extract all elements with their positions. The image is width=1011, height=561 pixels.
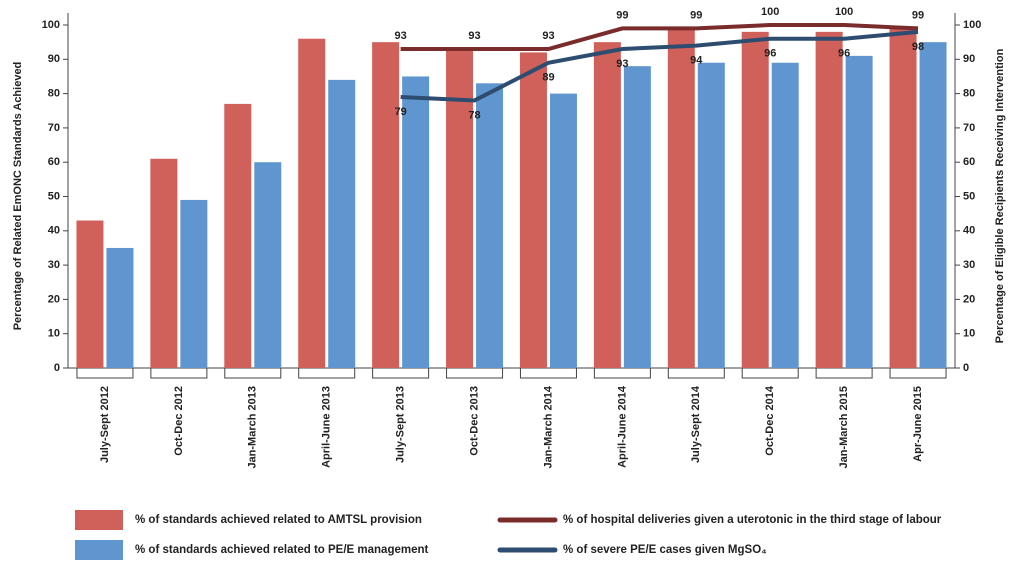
legend-label: % of hospital deliveries given a uteroto…: [563, 514, 942, 526]
data-label: 78: [468, 109, 480, 121]
data-label: 100: [835, 6, 853, 18]
y2-tick-label: 90: [963, 53, 975, 65]
category-bracket: [519, 368, 577, 379]
bar: [106, 247, 134, 368]
y-tick-label: 80: [48, 88, 60, 100]
category-bracket: [76, 368, 134, 379]
x-tick-label: April-June 2014: [616, 385, 628, 468]
bar: [549, 93, 577, 368]
y-tick-label: 30: [48, 259, 60, 271]
y-tick-label: 70: [48, 122, 60, 134]
category-bracket: [446, 368, 504, 379]
bar: [224, 103, 252, 368]
data-label: 96: [838, 48, 850, 60]
y-tick-label: 90: [48, 53, 60, 65]
x-tick-label: Jan-March 2014: [542, 385, 554, 468]
bar: [298, 38, 326, 368]
legend-swatch: [75, 510, 123, 530]
data-label: 93: [395, 30, 407, 42]
bar: [919, 42, 947, 369]
legend: % of standards achieved related to AMTSL…: [75, 510, 942, 560]
bar: [476, 83, 504, 368]
x-tick-label: Oct-Dec 2013: [468, 386, 480, 456]
x-tick-label: July-Sept 2014: [690, 385, 702, 463]
category-bracket: [667, 368, 725, 379]
y2-tick-label: 100: [963, 19, 981, 31]
y-tick-label: 100: [42, 19, 60, 31]
bar: [328, 79, 356, 368]
bar: [254, 162, 282, 368]
y2-tick-label: 0: [963, 362, 969, 374]
data-label: 96: [764, 48, 776, 60]
bar: [845, 55, 873, 369]
data-label: 93: [616, 58, 628, 70]
y2-tick-label: 40: [963, 225, 975, 237]
bar: [697, 62, 725, 368]
category-bracket: [298, 368, 356, 379]
y-tick-label: 20: [48, 293, 60, 305]
data-label: 89: [542, 72, 554, 84]
data-label: 79: [395, 106, 407, 118]
category-bracket: [889, 368, 947, 379]
data-label: 93: [542, 30, 554, 42]
bar: [446, 49, 474, 368]
data-label: 99: [912, 9, 924, 21]
x-tick-label: Jan-March 2015: [838, 386, 850, 469]
y2-tick-label: 70: [963, 122, 975, 134]
data-label: 93: [468, 30, 480, 42]
legend-swatch: [75, 540, 123, 560]
y-axis-title: Percentage of Related EmONC Standards Ac…: [12, 62, 24, 331]
bar: [667, 28, 695, 369]
y2-tick-label: 10: [963, 328, 975, 340]
legend-label: % of standards achieved related to PE/E …: [135, 544, 429, 556]
x-tick-label: July-Sept 2013: [395, 386, 407, 463]
y2-tick-label: 80: [963, 88, 975, 100]
line: [400, 23, 919, 52]
data-label: 98: [912, 41, 924, 53]
bar: [402, 76, 430, 368]
line: [400, 29, 919, 103]
x-tick-label: Oct-Dec 2014: [764, 385, 776, 456]
bar: [593, 42, 621, 369]
x-tick-label: Oct-Dec 2012: [173, 386, 185, 456]
legend-label: % of standards achieved related to AMTSL…: [135, 514, 422, 526]
category-bracket: [372, 368, 430, 379]
bar: [76, 220, 104, 368]
y-tick-label: 50: [48, 190, 60, 202]
x-tick-label: April-June 2013: [321, 386, 333, 468]
bar: [372, 42, 400, 369]
data-label: 100: [761, 6, 779, 18]
x-tick-label: Jan-March 2013: [247, 386, 259, 469]
x-tick-label: Apr-June 2015: [912, 386, 924, 462]
y-tick-label: 40: [48, 225, 60, 237]
data-label: 99: [616, 9, 628, 21]
y2-tick-label: 20: [963, 293, 975, 305]
category-bracket: [593, 368, 651, 379]
bar: [180, 199, 208, 368]
data-label: 99: [690, 9, 702, 21]
y-tick-label: 0: [54, 362, 60, 374]
data-label: 94: [690, 54, 703, 66]
bar: [150, 158, 178, 368]
y-tick-label: 60: [48, 156, 60, 168]
category-bracket: [815, 368, 873, 379]
y-tick-label: 10: [48, 328, 60, 340]
category-bracket: [224, 368, 282, 379]
category-bracket: [741, 368, 799, 379]
bar: [623, 66, 651, 368]
bar: [519, 52, 547, 368]
y2-axis-title: Percentage of Eligible Recipients Receiv…: [994, 48, 1006, 343]
y2-tick-label: 30: [963, 259, 975, 271]
category-bracket: [150, 368, 208, 379]
bar: [889, 28, 917, 369]
bar: [815, 31, 843, 369]
y2-tick-label: 50: [963, 190, 975, 202]
x-tick-label: July-Sept 2012: [99, 386, 111, 463]
bar: [741, 31, 769, 369]
legend-label: % of severe PE/E cases given MgSO₄: [563, 544, 767, 556]
bar: [771, 62, 799, 368]
y2-tick-label: 60: [963, 156, 975, 168]
